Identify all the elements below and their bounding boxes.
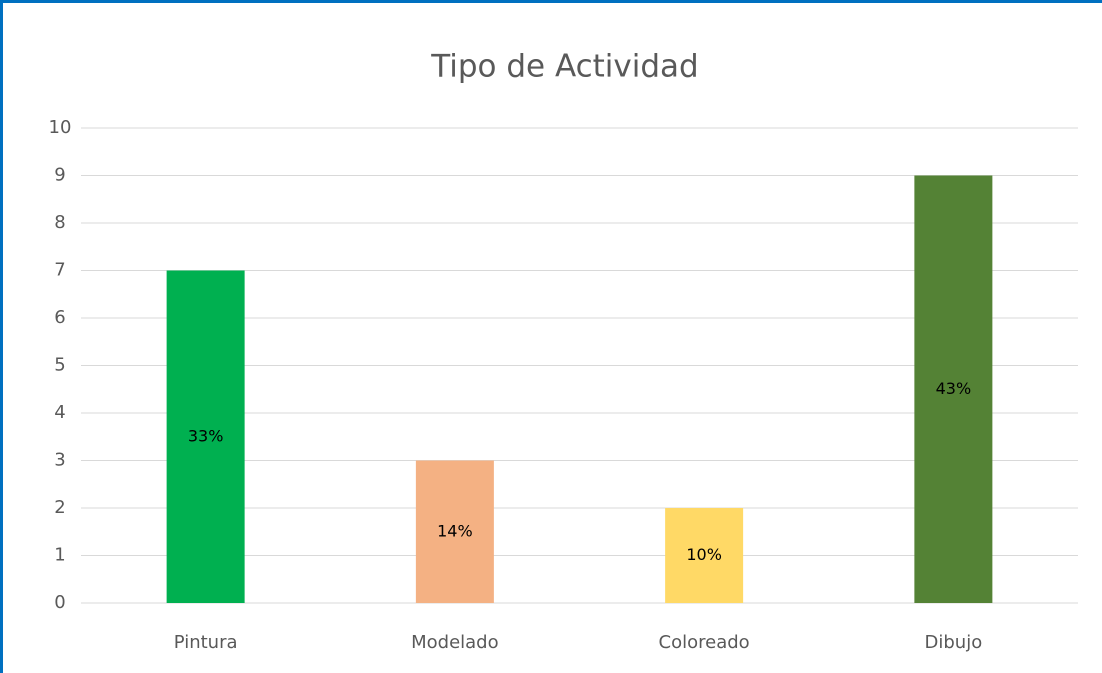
- y-tick-label: 0: [54, 592, 65, 613]
- x-tick-label: Coloreado: [659, 632, 750, 653]
- y-tick-label: 7: [54, 260, 65, 281]
- x-tick-label: Dibujo: [925, 632, 983, 653]
- y-tick-label: 2: [54, 497, 65, 518]
- data-label: 10%: [686, 545, 722, 564]
- y-tick-label: 9: [54, 165, 65, 186]
- x-tick-label: Pintura: [174, 632, 238, 653]
- bar: [665, 508, 744, 603]
- y-tick-label: 8: [54, 212, 65, 233]
- y-tick-label: 6: [54, 307, 65, 328]
- data-label: 33%: [188, 426, 224, 445]
- bar: [415, 460, 494, 603]
- bar: [914, 175, 993, 603]
- bar: [166, 270, 245, 603]
- x-tick-label: Modelado: [411, 632, 499, 653]
- data-label: 43%: [936, 379, 972, 398]
- y-tick-label: 1: [54, 545, 65, 566]
- y-tick-label: 3: [54, 450, 65, 471]
- data-label: 14%: [437, 521, 473, 540]
- chart-title: Tipo de Actividad: [430, 49, 698, 85]
- y-tick-label: 5: [54, 355, 65, 376]
- y-tick-label: 10: [49, 117, 72, 138]
- y-tick-label: 4: [54, 402, 65, 423]
